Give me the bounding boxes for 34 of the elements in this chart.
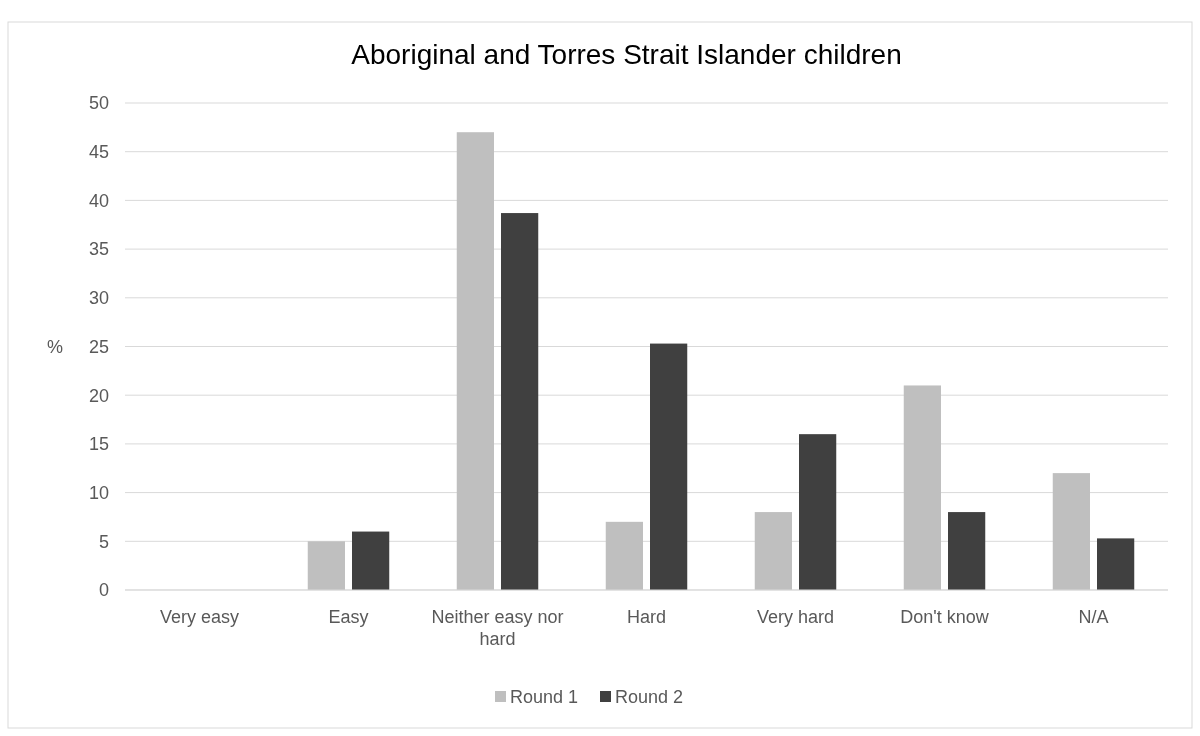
bar: [903, 385, 941, 590]
bar: [948, 512, 986, 590]
y-tick-label: 40: [88, 190, 109, 211]
y-tick-label: 25: [88, 336, 109, 357]
bar: [1097, 538, 1135, 590]
x-tick-label: N/A: [1078, 607, 1109, 627]
x-tick-label: Neither easy nor hard: [431, 607, 564, 649]
bar: [650, 343, 688, 590]
bar: [352, 531, 390, 590]
bar: [456, 132, 494, 590]
bar: [605, 521, 643, 590]
x-tick-label: Hard: [626, 607, 667, 627]
y-tick-label: 45: [88, 142, 109, 162]
y-tick-label: 20: [88, 385, 109, 406]
chart-title: Aboriginal and Torres Strait Islander children: [351, 39, 902, 70]
y-tick-label: 30: [88, 288, 109, 309]
y-tick-label: 10: [88, 482, 109, 503]
y-tick-label: 0: [98, 580, 109, 601]
legend-label: Round 1: [510, 687, 579, 708]
legend-label: Round 2: [615, 687, 684, 708]
bar: [799, 434, 837, 590]
y-tick-label: 5: [98, 531, 109, 552]
y-axis-title: %: [46, 336, 64, 357]
x-tick-label: Don't know: [900, 607, 990, 627]
x-tick-label: Very easy: [159, 607, 240, 627]
bar: [307, 541, 345, 590]
bar: [501, 213, 539, 590]
bar: [1052, 473, 1090, 590]
y-tick-label: 50: [88, 93, 109, 114]
y-tick-label: 15: [88, 434, 109, 455]
y-tick-label: 35: [88, 239, 109, 260]
x-tick-label: Easy: [328, 607, 369, 627]
x-tick-label: Very hard: [756, 607, 835, 627]
bar: [754, 512, 792, 590]
